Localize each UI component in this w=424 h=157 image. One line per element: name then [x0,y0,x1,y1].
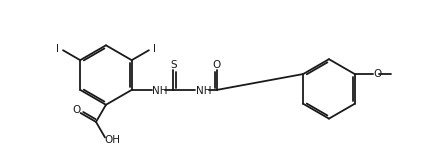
Text: I: I [56,44,59,54]
Text: O: O [72,105,80,115]
Text: I: I [153,44,156,54]
Text: OH: OH [104,135,120,145]
Text: S: S [170,60,177,70]
Text: O: O [213,60,221,70]
Text: NH: NH [152,86,168,96]
Text: NH: NH [196,86,211,96]
Text: O: O [373,69,381,78]
